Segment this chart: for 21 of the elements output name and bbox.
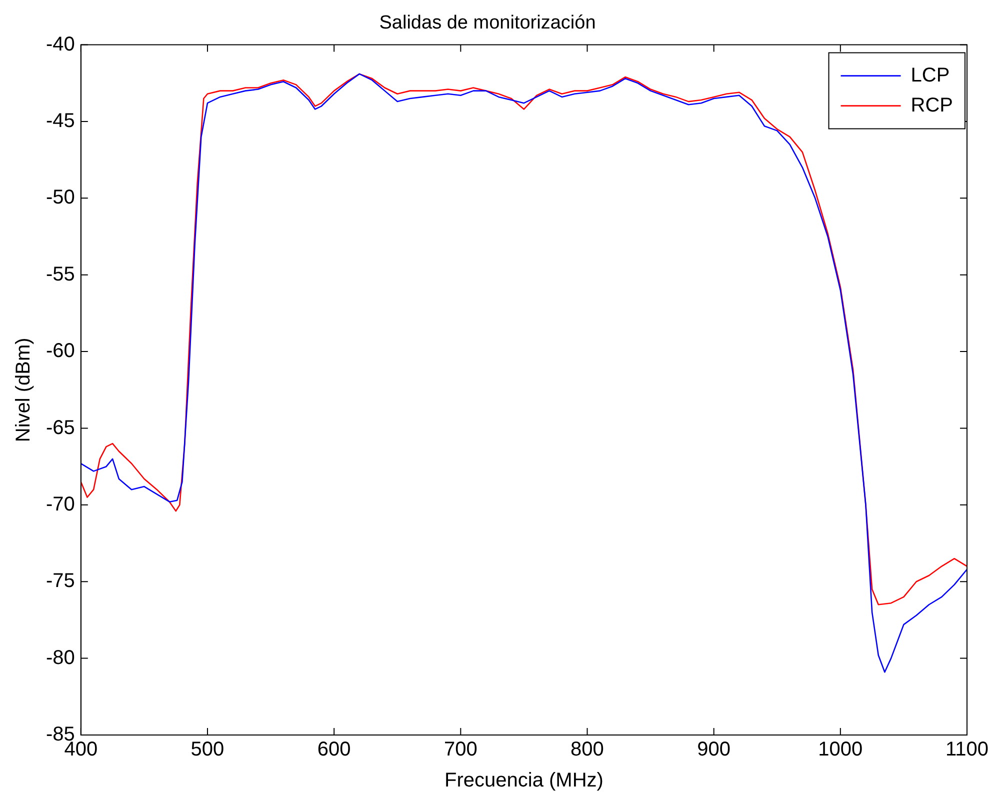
- x-tick-label: 1000: [818, 738, 863, 761]
- y-tick-label: -75: [46, 570, 75, 592]
- x-tick-label: 1100: [945, 738, 989, 761]
- y-tick-label: -55: [46, 263, 75, 286]
- y-tick-label: -50: [46, 186, 75, 209]
- legend-label: RCP: [910, 94, 954, 116]
- y-tick-label: -70: [46, 493, 75, 516]
- x-tick-label: 500: [190, 738, 224, 761]
- y-tick-label: -65: [46, 416, 75, 439]
- y-axis-title: Nivel (dBm): [12, 338, 35, 442]
- y-tick-label: -45: [46, 110, 75, 132]
- y-tick-label: -60: [46, 340, 75, 362]
- x-tick-label: 700: [444, 738, 478, 761]
- y-tick-label: -80: [46, 646, 75, 669]
- x-axis-title: Frecuencia (MHz): [444, 770, 604, 792]
- chart-title: Salidas de monitorización: [379, 12, 596, 34]
- x-tick-label: 600: [317, 738, 351, 761]
- legend-label: LCP: [910, 64, 950, 86]
- x-tick-label: 900: [697, 738, 731, 761]
- y-tick-label: -40: [46, 33, 75, 56]
- x-tick-label: 800: [570, 738, 604, 761]
